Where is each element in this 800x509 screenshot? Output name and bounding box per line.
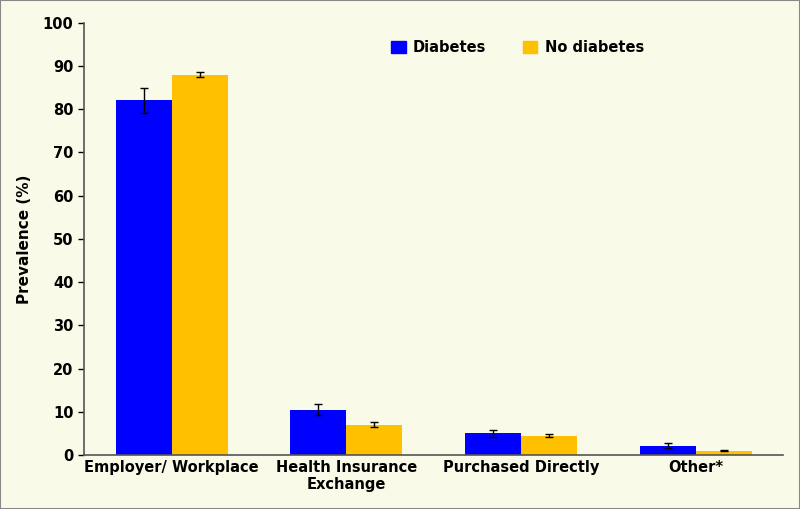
Legend: Diabetes, No diabetes: Diabetes, No diabetes bbox=[386, 34, 650, 61]
Bar bbox=[640, 445, 696, 455]
Bar bbox=[172, 74, 227, 455]
Bar bbox=[465, 434, 521, 455]
Bar bbox=[346, 425, 402, 455]
Bar bbox=[116, 100, 172, 455]
Y-axis label: Prevalence (%): Prevalence (%) bbox=[17, 174, 32, 303]
Bar bbox=[696, 451, 751, 455]
Bar bbox=[521, 436, 577, 455]
Bar bbox=[290, 410, 346, 455]
